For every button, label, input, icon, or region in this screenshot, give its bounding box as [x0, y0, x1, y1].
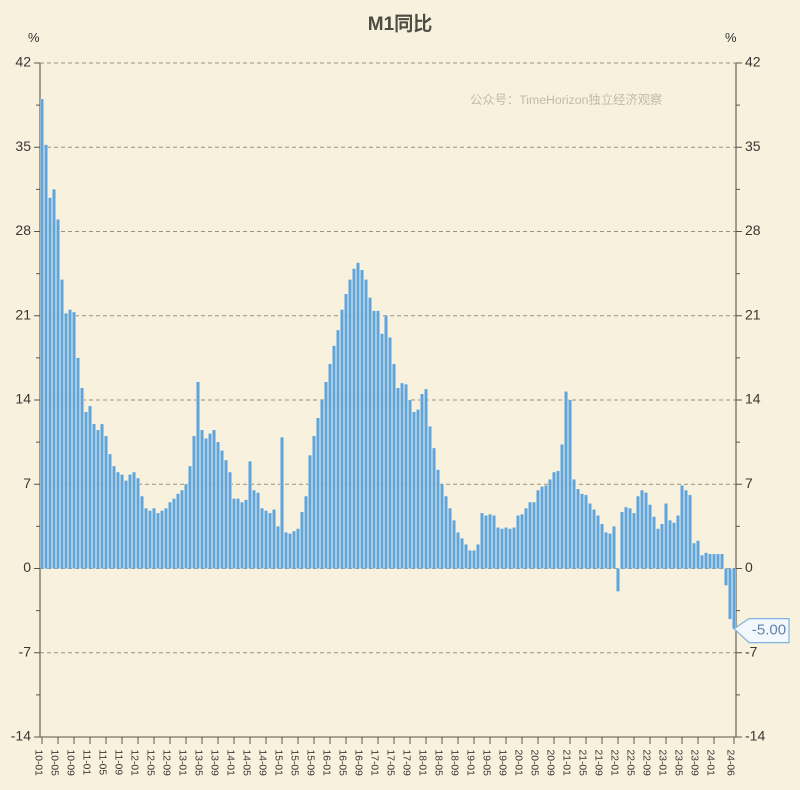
- svg-text:12-09: 12-09: [161, 750, 172, 777]
- svg-text:14-01: 14-01: [225, 750, 236, 777]
- svg-text:-14: -14: [745, 728, 765, 744]
- svg-text:16-09: 16-09: [353, 750, 364, 777]
- svg-text:17-01: 17-01: [369, 750, 380, 777]
- svg-text:14-05: 14-05: [241, 750, 252, 777]
- svg-text:18-05: 18-05: [433, 750, 444, 777]
- svg-text:22-05: 22-05: [625, 750, 636, 777]
- svg-text:-7: -7: [19, 643, 32, 659]
- svg-text:19-09: 19-09: [497, 750, 508, 777]
- svg-text:11-05: 11-05: [97, 750, 108, 776]
- svg-text:15-01: 15-01: [273, 750, 284, 777]
- svg-text:23-09: 23-09: [689, 750, 700, 777]
- svg-text:7: 7: [23, 475, 31, 491]
- svg-text:12-05: 12-05: [145, 750, 156, 777]
- svg-text:19-01: 19-01: [465, 750, 476, 777]
- svg-text:0: 0: [23, 559, 31, 575]
- svg-text:23-01: 23-01: [657, 750, 668, 777]
- svg-text:18-01: 18-01: [417, 750, 428, 777]
- svg-text:14: 14: [15, 391, 31, 407]
- svg-text:11-01: 11-01: [81, 750, 92, 776]
- svg-text:13-09: 13-09: [209, 750, 220, 777]
- svg-text:24-01: 24-01: [705, 750, 716, 777]
- svg-text:20-01: 20-01: [513, 750, 524, 777]
- svg-text:14: 14: [745, 391, 761, 407]
- svg-text:16-01: 16-01: [321, 750, 332, 777]
- svg-text:21-05: 21-05: [577, 750, 588, 777]
- svg-text:42: 42: [745, 54, 761, 70]
- svg-text:-14: -14: [11, 728, 31, 744]
- svg-text:0: 0: [745, 559, 753, 575]
- svg-text:17-09: 17-09: [401, 750, 412, 777]
- svg-text:21-01: 21-01: [561, 750, 572, 777]
- svg-text:21-09: 21-09: [593, 750, 604, 777]
- svg-text:28: 28: [15, 222, 31, 238]
- svg-text:21: 21: [745, 306, 761, 322]
- svg-text:11-09: 11-09: [113, 750, 124, 776]
- svg-text:23-05: 23-05: [673, 750, 684, 777]
- svg-text:20-09: 20-09: [545, 750, 556, 777]
- svg-text:18-09: 18-09: [449, 750, 460, 777]
- svg-text:35: 35: [15, 138, 31, 154]
- svg-text:-5.00: -5.00: [752, 622, 786, 639]
- svg-text:14-09: 14-09: [257, 750, 268, 777]
- svg-text:10-09: 10-09: [65, 750, 76, 777]
- svg-text:10-05: 10-05: [49, 750, 60, 777]
- svg-text:17-05: 17-05: [385, 750, 396, 777]
- svg-text:42: 42: [15, 54, 31, 70]
- svg-text:10-01: 10-01: [33, 750, 44, 777]
- svg-text:20-05: 20-05: [529, 750, 540, 777]
- svg-text:12-01: 12-01: [129, 750, 140, 777]
- svg-text:24-06: 24-06: [725, 750, 736, 777]
- svg-text:13-05: 13-05: [193, 750, 204, 777]
- svg-text:-7: -7: [745, 643, 758, 659]
- svg-text:15-09: 15-09: [305, 750, 316, 777]
- svg-text:35: 35: [745, 138, 761, 154]
- svg-text:19-05: 19-05: [481, 750, 492, 777]
- svg-text:22-01: 22-01: [609, 750, 620, 777]
- svg-text:22-09: 22-09: [641, 750, 652, 777]
- svg-text:15-05: 15-05: [289, 750, 300, 777]
- svg-text:21: 21: [15, 306, 31, 322]
- svg-text:7: 7: [745, 475, 753, 491]
- svg-text:13-01: 13-01: [177, 750, 188, 777]
- svg-text:28: 28: [745, 222, 761, 238]
- svg-text:16-05: 16-05: [337, 750, 348, 777]
